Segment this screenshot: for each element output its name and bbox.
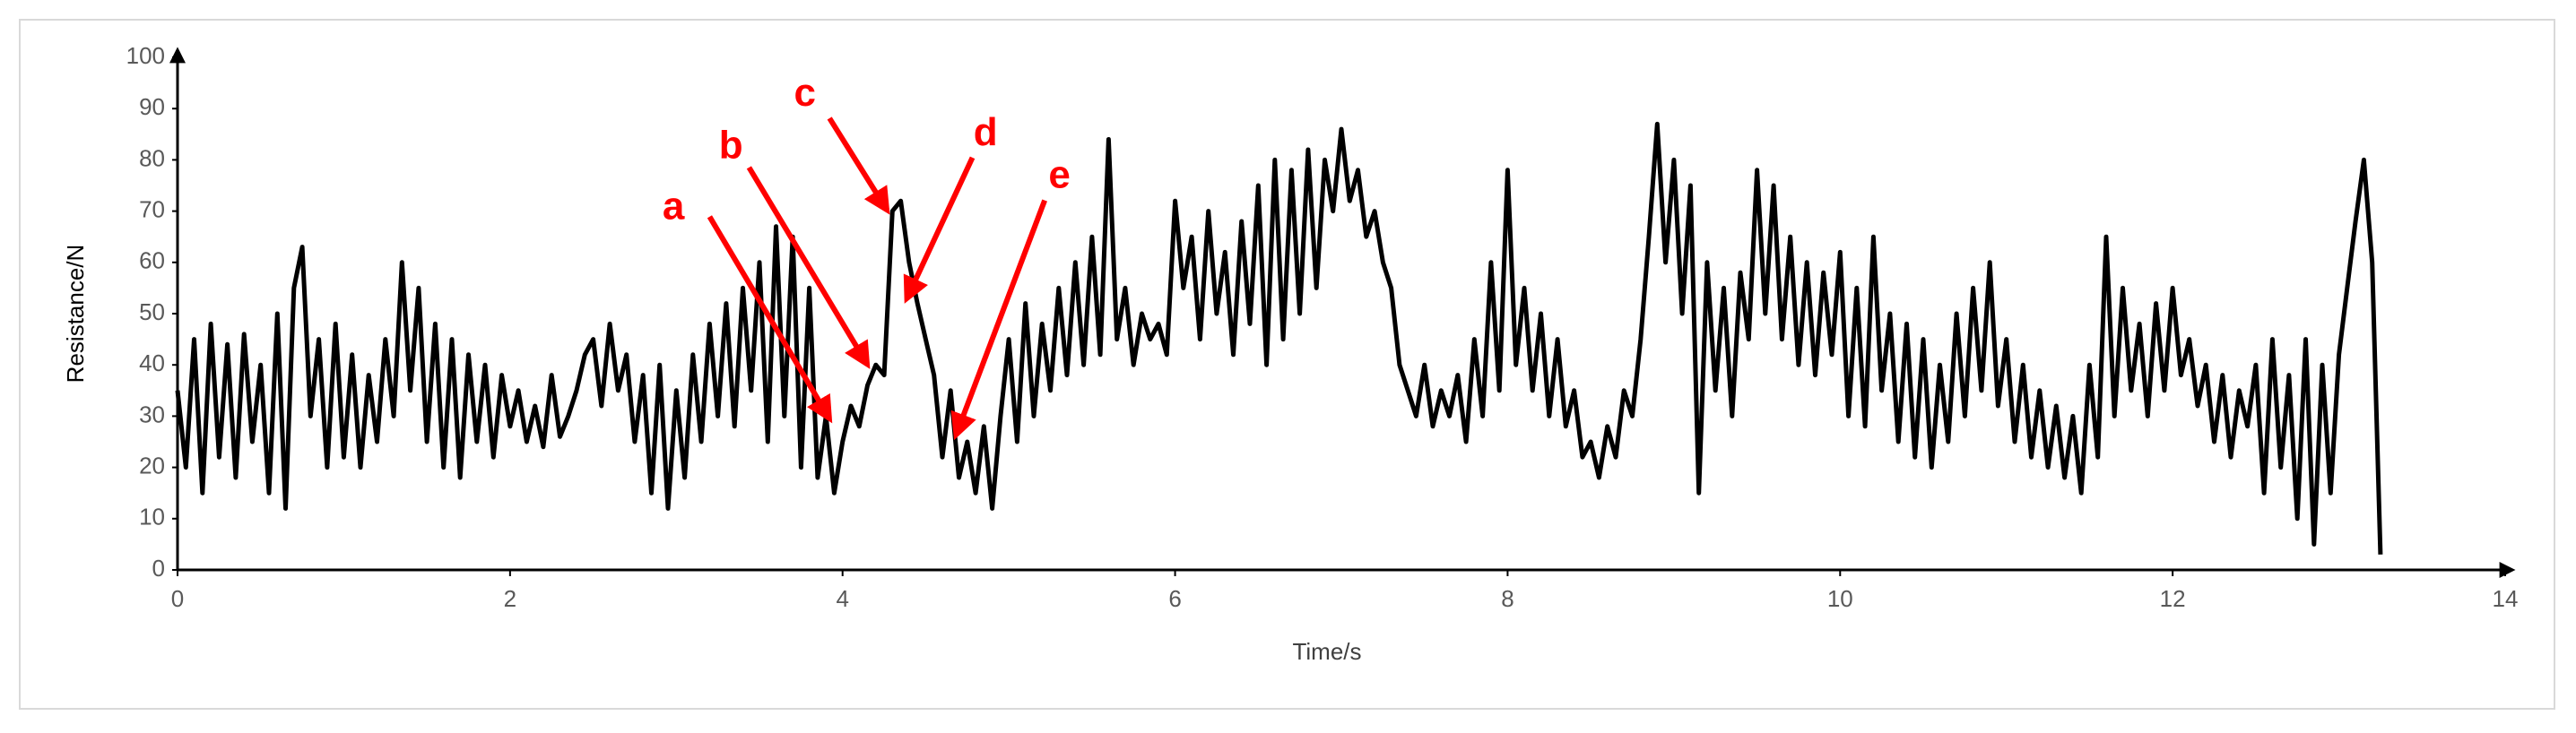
y-tick-label: 30 [139,401,165,427]
y-tick-label: 20 [139,452,165,479]
y-tick-label: 50 [139,298,165,325]
y-tick-label: 90 [139,93,165,120]
x-tick-label: 14 [2493,585,2519,612]
annotation: a [663,184,685,228]
x-tick-label: 2 [504,585,516,612]
x-tick-label: 10 [1827,585,1853,612]
data-line [175,121,2383,555]
y-tick-label: 10 [139,504,165,530]
annotation-arrow [827,116,890,215]
y-tick-label: 70 [139,195,165,222]
annotation: c [794,71,815,115]
y-tick-label: 40 [139,349,165,376]
annotation-arrow [950,199,1047,441]
annotation-arrow [746,166,871,369]
frame [19,19,2555,710]
y-axis-label: Resistance/N [62,245,89,384]
annotation-arrow [707,215,833,424]
x-tick-label: 8 [1501,585,1514,612]
x-tick-label: 6 [1168,585,1181,612]
annotation: e [1048,152,1070,196]
y-tick-label: 80 [139,144,165,171]
x-tick-label: 12 [2160,585,2186,612]
annotation: d [974,110,998,154]
y-tick-label: 60 [139,247,165,274]
y-tick-label: 100 [126,42,165,69]
x-tick-label: 0 [171,585,184,612]
y-tick-label: 0 [152,555,165,582]
x-tick-label: 4 [836,585,848,612]
x-axis-label: Time/s [1292,638,1361,665]
annotation-arrow [903,156,976,304]
annotation: b [719,124,743,168]
